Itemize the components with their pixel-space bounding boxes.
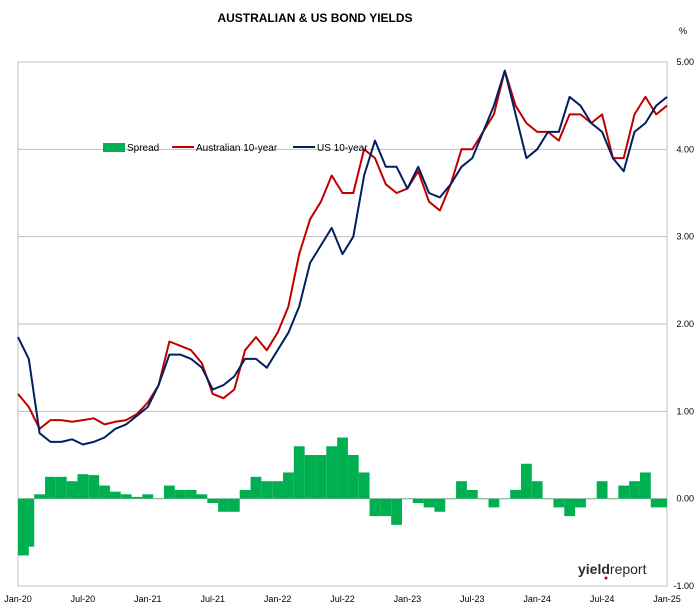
legend-label-us: US 10-year [317, 143, 368, 154]
spread-bar [477, 498, 489, 500]
australian-10y-line [17, 69, 668, 430]
spread-bar [347, 455, 359, 499]
spread-bar [585, 498, 597, 500]
spread-bar [639, 472, 651, 499]
spread-bar [142, 494, 154, 499]
legend-label-australian: Australian 10-year [196, 143, 278, 154]
spread-bar [250, 476, 262, 499]
x-tick-label: Jan-24 [523, 594, 551, 604]
spread-bar [456, 481, 467, 499]
spread-bar [293, 446, 305, 499]
y-tick-label: -1.00 [673, 581, 694, 591]
spread-bar [401, 498, 413, 500]
chart-title: AUSTRALIAN & US BOND YIELDS [217, 11, 412, 25]
x-tick-label: Jan-21 [134, 594, 162, 604]
spread-bar [34, 494, 46, 499]
spread-bar [88, 475, 100, 499]
spread-bar [261, 481, 273, 499]
y-tick-label: 0.00 [676, 494, 694, 504]
spread-bar [423, 498, 435, 508]
spread-bars [18, 437, 667, 556]
spread-bar [99, 485, 110, 499]
spread-bar [596, 481, 608, 499]
spread-bar [174, 489, 186, 499]
spread-bar [661, 498, 667, 508]
spread-bar [499, 498, 511, 500]
y-tick-label: 3.00 [676, 232, 694, 242]
y-unit-label: % [679, 26, 687, 36]
x-tick-label: Jul-24 [590, 594, 615, 604]
spread-bar [120, 494, 132, 499]
spread-bar [564, 498, 576, 517]
spread-bar [629, 481, 640, 499]
spread-bar [239, 489, 251, 499]
spread-bar [55, 476, 67, 499]
spread-bar [66, 481, 78, 499]
spread-bar [358, 472, 370, 499]
legend-label-spread: Spread [127, 143, 159, 154]
spread-bar [164, 485, 175, 499]
y-tick-label: 5.00 [676, 57, 694, 67]
spread-bar [542, 498, 554, 500]
spread-bar [337, 437, 348, 499]
yieldreport-logo: yieldreport [578, 561, 647, 580]
x-tick-label: Jan-22 [264, 594, 292, 604]
spread-bar [391, 498, 402, 525]
spread-bar [228, 498, 240, 512]
spread-bar [445, 498, 457, 500]
spread-bar [434, 498, 446, 512]
spread-bar [45, 476, 56, 499]
x-tick-label: Jul-20 [71, 594, 96, 604]
spread-bar [607, 498, 619, 500]
spread-bar [380, 498, 392, 517]
x-tick-label: Jul-23 [460, 594, 485, 604]
x-tick-label: Jan-23 [394, 594, 422, 604]
x-tick-label: Jan-25 [653, 594, 681, 604]
series-lines [17, 69, 668, 446]
spread-bar [283, 472, 294, 499]
y-tick-label: 4.00 [676, 144, 694, 154]
spread-bar [575, 498, 586, 508]
spread-bar [77, 474, 89, 499]
spread-bar [326, 446, 338, 499]
spread-bar [412, 498, 424, 504]
legend-swatch-spread [103, 143, 125, 152]
us-10y-line [17, 69, 668, 446]
spread-bar [207, 498, 219, 504]
svg-text:yieldreport: yieldreport [578, 561, 647, 577]
spread-bar [650, 498, 662, 508]
spread-bar [488, 498, 500, 508]
spread-bar [218, 498, 229, 512]
y-tick-label: 2.00 [676, 319, 694, 329]
spread-bar [531, 481, 543, 499]
spread-bar [153, 498, 165, 500]
x-tick-label: Jul-21 [200, 594, 225, 604]
x-tick-label: Jan-20 [4, 594, 32, 604]
spread-bar [109, 491, 121, 499]
spread-bar [618, 485, 630, 499]
spread-bar [520, 463, 532, 499]
spread-bar [304, 455, 316, 499]
spread-bar [315, 455, 327, 499]
spread-bar [185, 489, 197, 499]
legend: Spread Australian 10-year US 10-year [103, 143, 368, 154]
spread-bar [131, 496, 143, 499]
spread-bar [369, 498, 381, 517]
spread-bar [196, 494, 208, 499]
y-axis-ticks: 5.00 4.00 3.00 2.00 1.00 0.00 -1.00 [673, 57, 694, 591]
logo-yield: yield [578, 561, 610, 577]
x-axis-ticks: Jan-20 Jul-20 Jan-21 Jul-21 Jan-22 Jul-22 Jan-… [4, 594, 681, 604]
logo-report: report [610, 561, 647, 577]
spread-bar [553, 498, 565, 508]
spread-bar [23, 498, 35, 547]
spread-bar [510, 489, 521, 499]
spread-bar [466, 489, 478, 499]
y-tick-label: 1.00 [676, 406, 694, 416]
spread-bar [272, 481, 284, 499]
logo-dot [604, 576, 608, 580]
x-tick-label: Jul-22 [330, 594, 355, 604]
